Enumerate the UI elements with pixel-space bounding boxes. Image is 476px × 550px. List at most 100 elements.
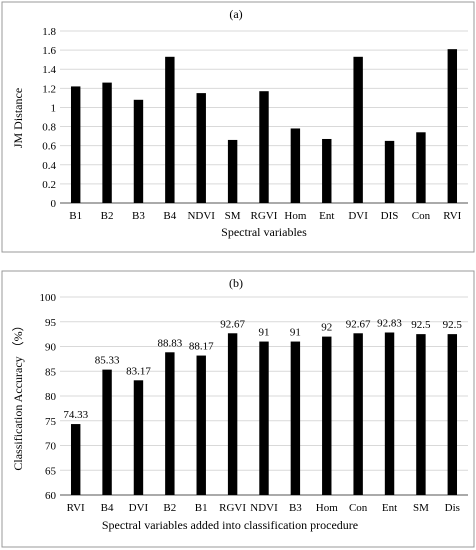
- bar: [133, 380, 144, 495]
- data-label: 92.67: [346, 318, 371, 330]
- bar: [227, 139, 238, 203]
- x-tick-label: B2: [101, 210, 114, 222]
- panel-a-xlabel: Spectral variables: [221, 225, 307, 239]
- data-label: 88.17: [189, 341, 214, 353]
- x-tick-label: Ent: [382, 502, 397, 514]
- bar: [70, 424, 81, 495]
- y-tick-label: 85: [45, 366, 57, 378]
- bar: [196, 355, 206, 495]
- x-tick-label: RGVI: [219, 502, 246, 514]
- y-tick-label: 60: [45, 490, 57, 502]
- data-label: 92.5: [443, 319, 463, 331]
- panel-b-ylabel: Classification Accuracy （%）: [11, 319, 25, 470]
- y-tick-label: 80: [45, 391, 57, 403]
- bar: [196, 93, 206, 203]
- x-tick-label: Hom: [316, 502, 338, 514]
- x-tick-label: Hom: [284, 210, 306, 222]
- panel-a-border: [1, 1, 475, 253]
- panel-b-border: [1, 270, 475, 548]
- y-tick-label: 0.2: [42, 179, 56, 191]
- x-tick-label: B4: [101, 502, 114, 514]
- y-tick-label: 0: [51, 198, 57, 210]
- y-tick-label: 0.4: [42, 160, 56, 172]
- data-label: 91: [290, 327, 301, 339]
- x-tick-label: Ent: [319, 210, 334, 222]
- data-label: 92.83: [377, 317, 402, 329]
- panel-a-grid: [60, 30, 468, 204]
- panel-b-x-ticks: RVI B4 DVI B2 B1 RGVI NDVI B3 Hom Con Ent SM Dis: [67, 502, 460, 514]
- data-label: 85.33: [95, 355, 120, 367]
- bar: [384, 140, 395, 203]
- bar: [447, 49, 458, 204]
- bar: [322, 138, 332, 203]
- y-tick-label: 70: [45, 441, 57, 453]
- panel-a-title: (a): [229, 7, 242, 21]
- y-tick-label: 1.6: [42, 45, 56, 57]
- data-label: 92.67: [220, 318, 245, 330]
- data-label: 92: [321, 322, 332, 334]
- y-tick-label: 75: [45, 416, 57, 428]
- panel-a-y-ticks: 0 0.2 0.4 0.6 0.8 1 1.2 1.4 1.6 1.8: [42, 26, 56, 210]
- bar: [165, 56, 175, 203]
- y-tick-label: 95: [45, 317, 57, 329]
- y-tick-label: 0.8: [42, 122, 56, 134]
- bar: [447, 334, 458, 495]
- data-label: 91: [259, 327, 270, 339]
- panel-a: (a) Spectral variables JM Distance 00.20…: [1, 1, 475, 253]
- panel-b-bars: [70, 332, 458, 495]
- data-label: 83.17: [126, 365, 151, 377]
- x-tick-label: RVI: [443, 210, 461, 222]
- bar: [165, 352, 175, 495]
- bar: [322, 336, 332, 495]
- x-tick-label: NDVI: [187, 210, 215, 222]
- x-tick-label: B2: [163, 502, 176, 514]
- x-tick-label: B3: [132, 210, 145, 222]
- panel-b: (b) Spectral variables added into classi…: [1, 270, 475, 548]
- y-tick-label: 1.2: [42, 83, 56, 95]
- bar: [259, 341, 269, 495]
- y-tick-label: 1.8: [42, 26, 56, 38]
- x-tick-label: RVI: [67, 502, 85, 514]
- bar: [102, 82, 112, 203]
- panel-b-title: (b): [229, 276, 243, 290]
- bar: [102, 369, 112, 495]
- y-tick-label: 1: [51, 102, 57, 114]
- panel-a-x-ticks: B1 B2 B3 B4 NDVI SM RGVI Hom Ent DVI DIS Con RVI: [69, 210, 461, 222]
- x-tick-label: B1: [69, 210, 82, 222]
- bar: [353, 56, 363, 203]
- bar: [353, 333, 363, 495]
- y-tick-label: 1.4: [42, 64, 56, 76]
- panel-b-xlabel: Spectral variables added into classifica…: [102, 518, 358, 532]
- data-label: 88.83: [157, 337, 182, 349]
- x-tick-label: DVI: [348, 210, 368, 222]
- x-tick-label: Dis: [445, 502, 460, 514]
- x-tick-label: NDVI: [250, 502, 278, 514]
- bar: [416, 132, 426, 203]
- bar: [290, 128, 301, 203]
- y-tick-label: 90: [45, 342, 57, 354]
- x-tick-label: B3: [289, 502, 302, 514]
- panel-a-bars: [70, 49, 458, 204]
- bar: [416, 334, 426, 495]
- x-tick-label: Con: [412, 210, 431, 222]
- panel-b-data-labels: 74.33 85.33 83.17 88.83 88.17 92.67 91 91 92 92.6…: [63, 317, 462, 421]
- bar: [259, 91, 269, 203]
- x-tick-label: SM: [225, 210, 241, 222]
- data-label: 74.33: [63, 409, 88, 421]
- panel-b-y-ticks: 60 65 70 75 80 85 90 95 100: [40, 292, 57, 502]
- y-tick-label: 0.6: [42, 141, 56, 153]
- y-tick-label: 65: [45, 465, 57, 477]
- x-tick-label: B4: [163, 210, 176, 222]
- panel-a-ylabel: JM Distance: [11, 88, 25, 148]
- x-tick-label: SM: [413, 502, 429, 514]
- x-tick-label: Con: [349, 502, 368, 514]
- bar: [227, 333, 238, 495]
- x-tick-label: DVI: [129, 502, 149, 514]
- x-tick-label: B1: [195, 502, 208, 514]
- bar: [133, 99, 144, 203]
- x-tick-label: DIS: [381, 210, 399, 222]
- x-tick-label: RGVI: [251, 210, 278, 222]
- bar: [70, 86, 81, 203]
- bar: [290, 341, 301, 495]
